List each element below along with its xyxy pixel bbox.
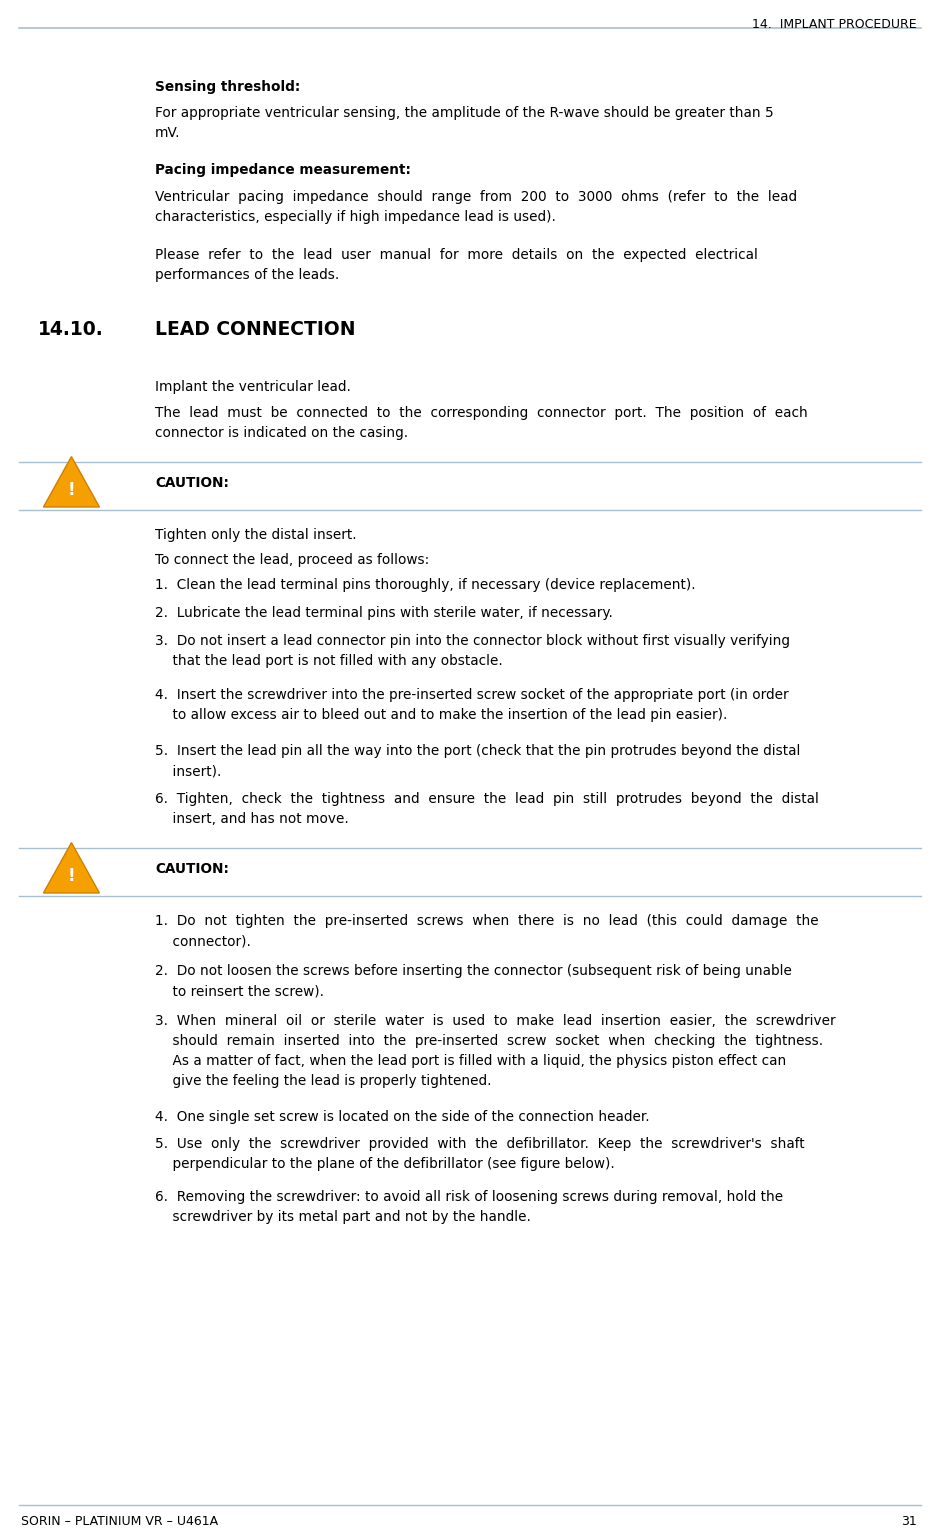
Text: 14.10.: 14.10.	[38, 320, 103, 339]
Text: !: !	[68, 481, 75, 500]
Text: 4.  Insert the screwdriver into the pre-inserted screw socket of the appropriate: 4. Insert the screwdriver into the pre-i…	[155, 688, 789, 722]
Text: Sensing threshold:: Sensing threshold:	[155, 80, 301, 94]
Text: 31: 31	[901, 1515, 916, 1528]
Text: 14.  IMPLANT PROCEDURE: 14. IMPLANT PROCEDURE	[752, 18, 916, 31]
Text: Ventricular  pacing  impedance  should  range  from  200  to  3000  ohms  (refer: Ventricular pacing impedance should rang…	[155, 190, 797, 224]
Text: 2.  Lubricate the lead terminal pins with sterile water, if necessary.: 2. Lubricate the lead terminal pins with…	[155, 606, 613, 619]
Polygon shape	[43, 843, 100, 894]
Text: 2.  Do not loosen the screws before inserting the connector (subsequent risk of : 2. Do not loosen the screws before inser…	[155, 964, 792, 998]
Text: CAUTION:: CAUTION:	[155, 862, 229, 875]
Text: To connect the lead, proceed as follows:: To connect the lead, proceed as follows:	[155, 553, 430, 567]
Text: 5.  Use  only  the  screwdriver  provided  with  the  defibrillator.  Keep  the : 5. Use only the screwdriver provided wit…	[155, 1137, 805, 1171]
Text: 3.  When  mineral  oil  or  sterile  water  is  used  to  make  lead  insertion : 3. When mineral oil or sterile water is …	[155, 1013, 836, 1088]
Text: 5.  Insert the lead pin all the way into the port (check that the pin protrudes : 5. Insert the lead pin all the way into …	[155, 744, 801, 779]
Text: 6.  Tighten,  check  the  tightness  and  ensure  the  lead  pin  still  protrud: 6. Tighten, check the tightness and ensu…	[155, 793, 819, 826]
Text: 3.  Do not insert a lead connector pin into the connector block without first vi: 3. Do not insert a lead connector pin in…	[155, 635, 791, 668]
Text: Please  refer  to  the  lead  user  manual  for  more  details  on  the  expecte: Please refer to the lead user manual for…	[155, 248, 758, 282]
Text: 1.  Do  not  tighten  the  pre-inserted  screws  when  there  is  no  lead  (thi: 1. Do not tighten the pre-inserted screw…	[155, 914, 819, 947]
Text: SORIN – PLATINIUM VR – U461A: SORIN – PLATINIUM VR – U461A	[21, 1515, 218, 1528]
Text: Pacing impedance measurement:: Pacing impedance measurement:	[155, 162, 411, 176]
Text: The  lead  must  be  connected  to  the  corresponding  connector  port.  The  p: The lead must be connected to the corres…	[155, 406, 807, 440]
Text: For appropriate ventricular sensing, the amplitude of the R-wave should be great: For appropriate ventricular sensing, the…	[155, 106, 774, 140]
Text: Tighten only the distal insert.: Tighten only the distal insert.	[155, 527, 356, 543]
Text: Implant the ventricular lead.: Implant the ventricular lead.	[155, 380, 351, 394]
Text: 6.  Removing the screwdriver: to avoid all risk of loosening screws during remov: 6. Removing the screwdriver: to avoid al…	[155, 1190, 783, 1223]
Text: 1.  Clean the lead terminal pins thoroughly, if necessary (device replacement).: 1. Clean the lead terminal pins thorough…	[155, 578, 696, 592]
Text: 4.  One single set screw is located on the side of the connection header.: 4. One single set screw is located on th…	[155, 1110, 650, 1124]
Text: CAUTION:: CAUTION:	[155, 477, 229, 491]
Polygon shape	[43, 457, 100, 507]
Text: !: !	[68, 868, 75, 885]
Text: LEAD CONNECTION: LEAD CONNECTION	[155, 320, 355, 339]
